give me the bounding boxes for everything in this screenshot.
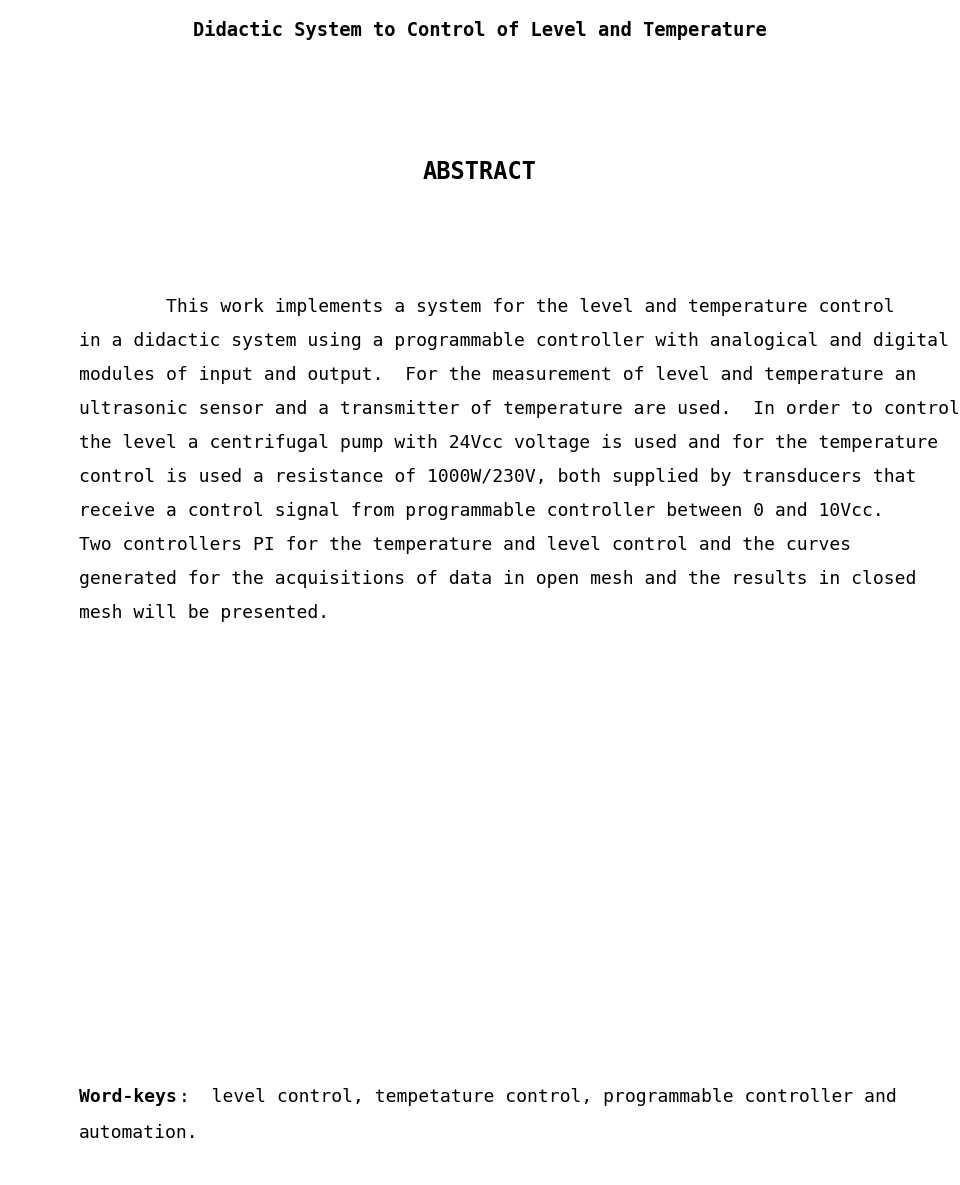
Text: in a didactic system using a programmable controller with analogical and digital: in a didactic system using a programmabl…: [79, 332, 948, 350]
Text: ultrasonic sensor and a transmitter of temperature are used.  In order to contro: ultrasonic sensor and a transmitter of t…: [79, 401, 960, 418]
Text: Didactic System to Control of Level and Temperature: Didactic System to Control of Level and …: [193, 20, 767, 40]
Text: automation.: automation.: [79, 1125, 199, 1142]
Text: mesh will be presented.: mesh will be presented.: [79, 604, 329, 622]
Text: :  level control, tempetature control, programmable controller and: : level control, tempetature control, pr…: [179, 1088, 897, 1106]
Text: Two controllers PI for the temperature and level control and the curves: Two controllers PI for the temperature a…: [79, 536, 851, 555]
Text: the level a centrifugal pump with 24Vcc voltage is used and for the temperature: the level a centrifugal pump with 24Vcc …: [79, 434, 938, 451]
Text: modules of input and output.  For the measurement of level and temperature an: modules of input and output. For the mea…: [79, 366, 916, 384]
Text: generated for the acquisitions of data in open mesh and the results in closed: generated for the acquisitions of data i…: [79, 570, 916, 588]
Text: ABSTRACT: ABSTRACT: [423, 160, 537, 184]
Text: Word-keys: Word-keys: [79, 1088, 177, 1106]
Text: control is used a resistance of 1000W/230V, both supplied by transducers that: control is used a resistance of 1000W/23…: [79, 468, 916, 486]
Text: receive a control signal from programmable controller between 0 and 10Vcc.: receive a control signal from programmab…: [79, 502, 883, 520]
Text: This work implements a system for the level and temperature control: This work implements a system for the le…: [79, 297, 895, 316]
